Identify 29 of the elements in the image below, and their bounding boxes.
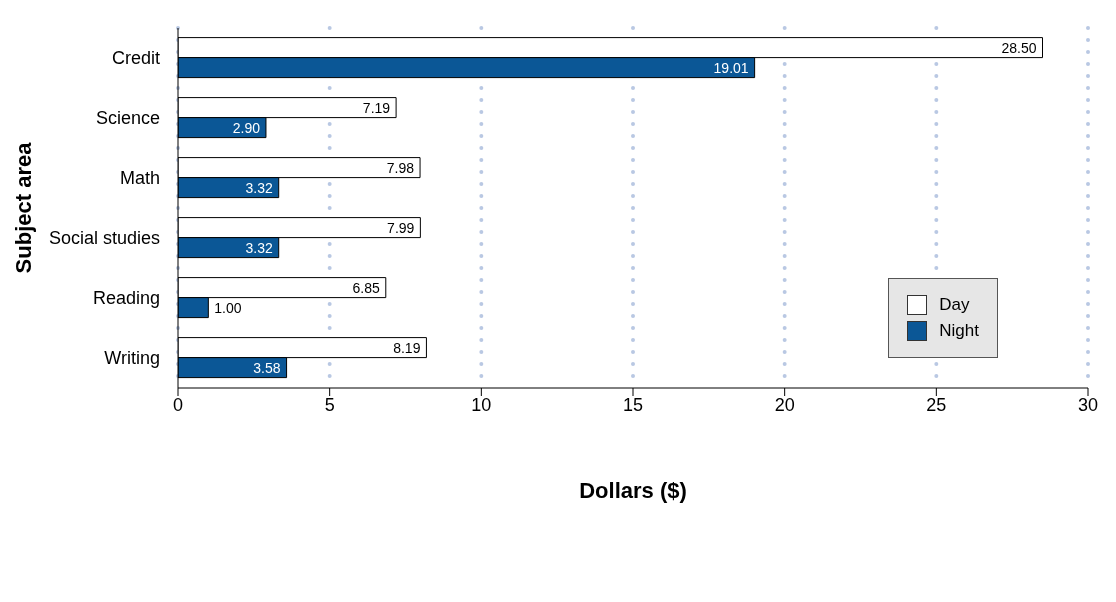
data-label: 6.85 — [352, 279, 380, 296]
y-tick-label: Writing — [104, 348, 160, 369]
data-label: 3.58 — [253, 359, 281, 376]
legend-label: Night — [939, 321, 979, 341]
data-label: 28.50 — [1001, 39, 1037, 56]
data-label: 8.19 — [393, 339, 421, 356]
data-label: 1.00 — [214, 299, 242, 316]
data-label: 19.01 — [713, 59, 749, 76]
data-label: 3.32 — [245, 239, 273, 256]
x-tick-label: 0 — [172, 394, 184, 415]
y-axis-title: Subject area — [10, 141, 36, 274]
data-label: 3.32 — [245, 179, 273, 196]
x-tick-label: 30 — [1077, 394, 1099, 415]
x-tick-label: 15 — [622, 394, 644, 415]
y-tick-label: Science — [95, 108, 160, 129]
x-tick-label: 10 — [471, 394, 492, 415]
y-tick-label: Reading — [92, 288, 160, 309]
x-tick-label: 25 — [926, 394, 947, 415]
y-tick-label: Social studies — [48, 228, 160, 249]
y-tick-label: Math — [119, 168, 160, 189]
data-label: 7.19 — [362, 99, 391, 116]
x-tick-label: 20 — [774, 394, 795, 415]
x-tick-label: 5 — [324, 394, 335, 415]
data-label: 2.90 — [232, 119, 261, 136]
y-tick-label: Credit — [111, 48, 160, 69]
text: Day — [939, 295, 970, 315]
data-label: 7.98 — [386, 159, 415, 176]
data-label: 7.99 — [387, 219, 415, 236]
x-axis-title: Dollars ($) — [579, 478, 687, 503]
